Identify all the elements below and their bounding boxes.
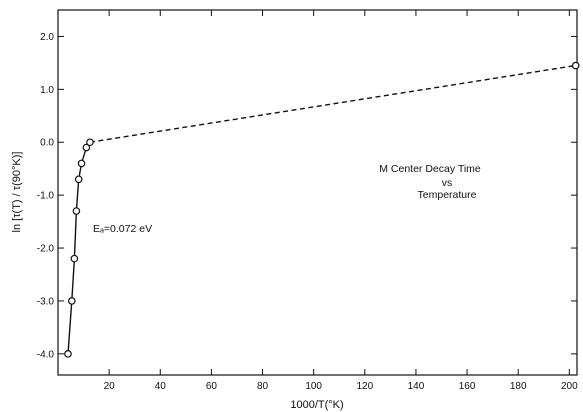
y-tick-label: 1.0 (40, 85, 54, 96)
x-tick-labels: 20 40 60 80 100 120 140 160 180 200 (104, 381, 579, 392)
chart-title-line2: vs (442, 177, 453, 189)
axis-ticks (58, 10, 577, 375)
data-point (70, 254, 79, 263)
y-tick-label: -1.0 (37, 191, 55, 202)
chart-title-line3: Temperature (418, 189, 477, 201)
y-axis-label: ln [τ(T) / τ(90°K)] (11, 152, 23, 233)
data-point (571, 61, 580, 70)
y-tick-labels: 2.0 1.0 0.0 -1.0 -2.0 -3.0 -4.0 (37, 32, 55, 360)
dashed-series-line (89, 64, 576, 143)
data-point (86, 138, 94, 147)
y-tick-label: -4.0 (37, 349, 55, 360)
chart-title-line1: M Center Decay Time (379, 163, 481, 175)
x-tick-label: 200 (561, 381, 578, 392)
y-tick-label: 0.0 (40, 138, 54, 149)
data-point (74, 175, 83, 184)
x-tick-label: 140 (408, 381, 425, 392)
y-tick-label: 2.0 (40, 32, 54, 43)
data-point (82, 143, 91, 152)
x-tick-label: 180 (510, 381, 527, 392)
data-point (77, 159, 86, 168)
x-tick-label: 60 (206, 381, 218, 392)
y-tick-label: -3.0 (37, 296, 55, 307)
x-tick-label: 100 (305, 381, 322, 392)
x-tick-label: 20 (104, 381, 116, 392)
solid-series-line (67, 141, 91, 354)
data-point (64, 350, 72, 358)
x-tick-label: 160 (459, 381, 476, 392)
activation-energy-annotation: Eₐ=0.072 eV (93, 223, 152, 235)
y-tick-label: -2.0 (37, 244, 55, 255)
series-lines (67, 64, 576, 354)
x-tick-label: 80 (257, 381, 269, 392)
x-tick-label: 120 (356, 381, 373, 392)
x-axis-label: 1000/T(°K) (290, 399, 343, 411)
plot-frame (57, 9, 578, 376)
x-tick-label: 40 (155, 381, 167, 392)
series-markers (64, 61, 580, 358)
data-point (68, 297, 76, 305)
data-point (72, 207, 81, 215)
